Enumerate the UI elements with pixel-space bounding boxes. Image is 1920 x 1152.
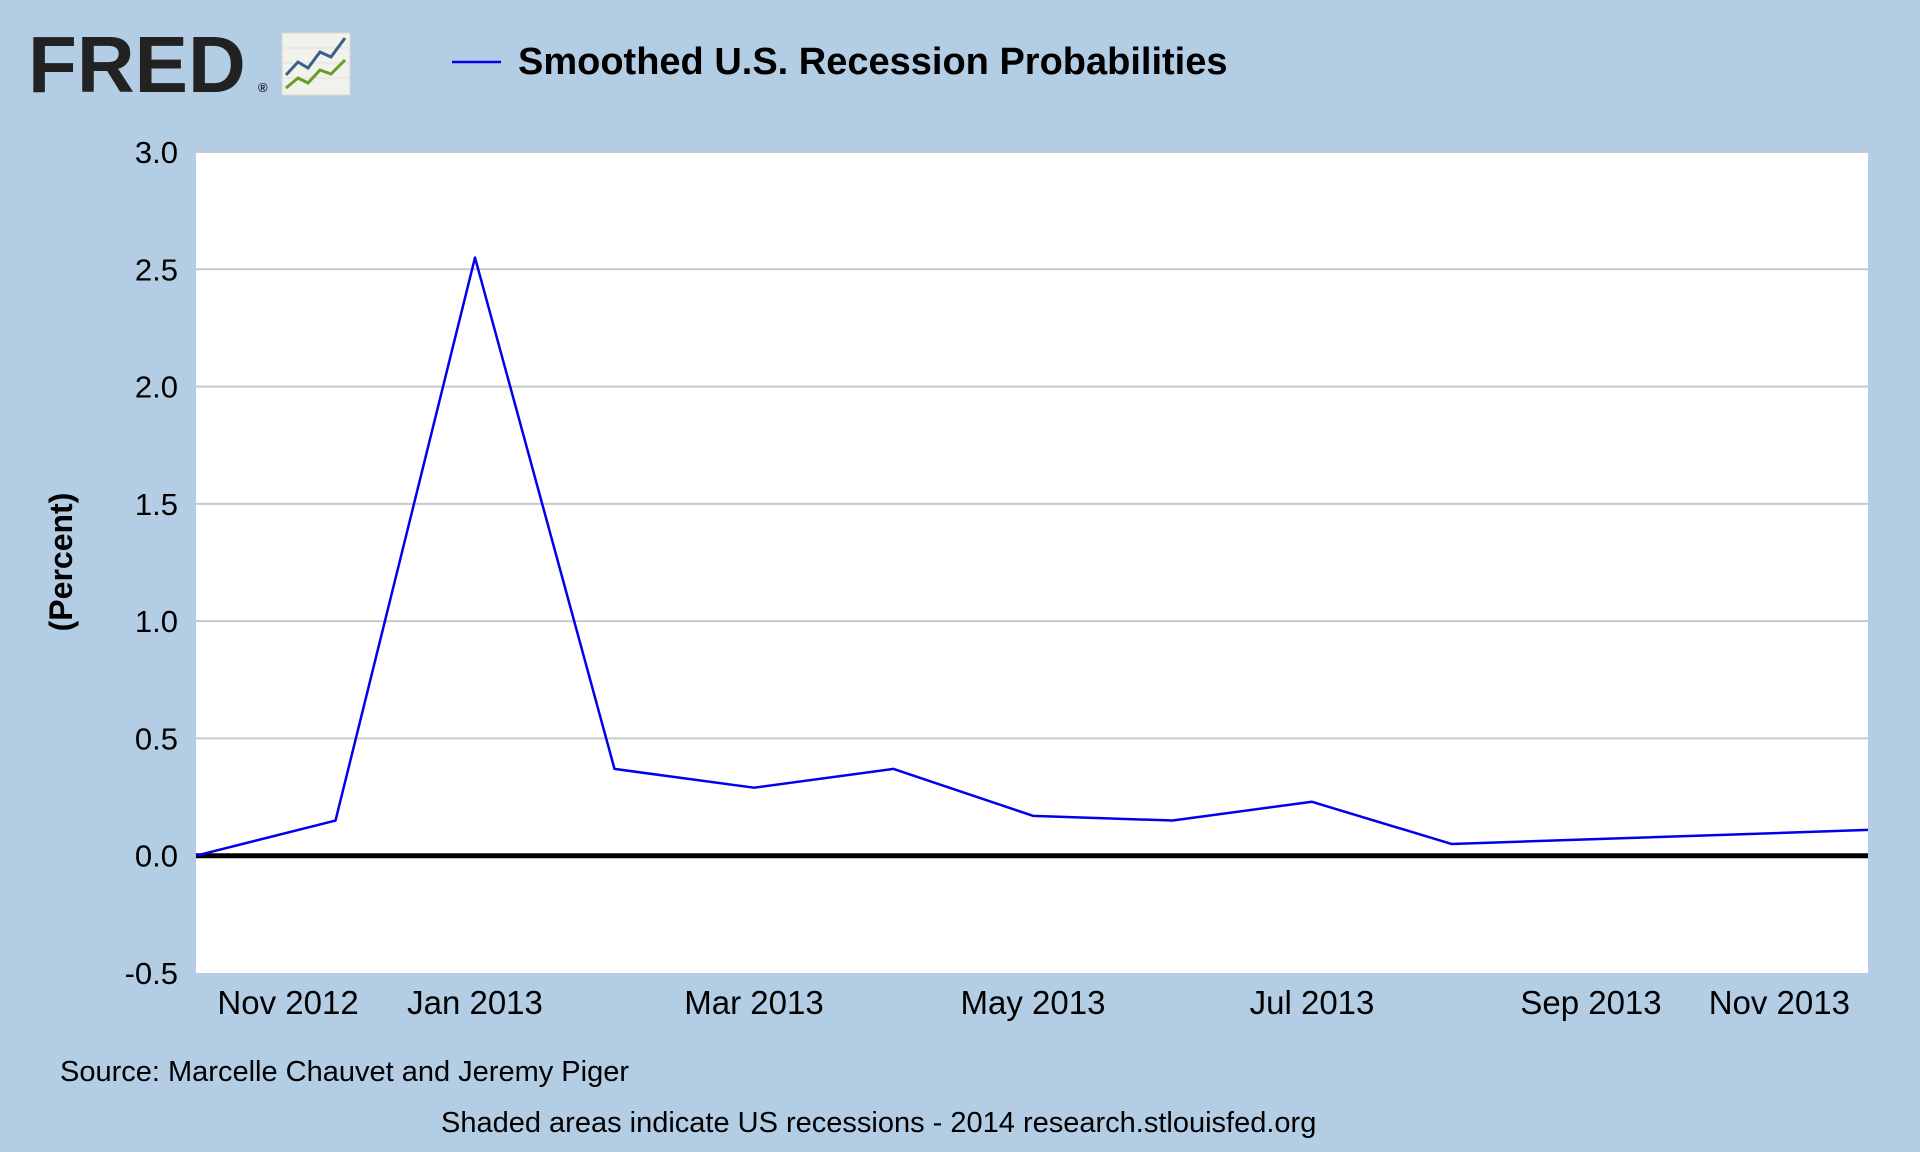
legend: Smoothed U.S. Recession Probabilities [452,41,1228,83]
x-axis-ticks: Nov 2012 Jan 2013 Mar 2013 May 2013 Jul 2013… [217,984,1850,1021]
y-tick-label: 2.0 [135,370,178,405]
x-tick-label: Sep 2013 [1520,984,1661,1021]
x-tick-label: May 2013 [961,984,1106,1021]
y-tick-label: 3.0 [135,135,178,170]
y-tick-label: 0.5 [135,721,178,756]
fred-chart-icon [281,32,351,96]
logo-registered: ® [258,80,268,95]
y-tick-label: -0.5 [125,956,178,991]
recession-note: Shaded areas indicate US recessions - 20… [441,1107,1316,1139]
chart-title: Smoothed U.S. Recession Probabilities [518,41,1228,83]
logo-text: FRED [28,20,246,109]
y-tick-label: 2.5 [135,252,178,287]
y-tick-label: 1.0 [135,604,178,639]
x-tick-label: Jan 2013 [407,984,543,1021]
gridlines [196,151,1868,740]
x-tick-label: Mar 2013 [684,984,823,1021]
y-tick-label: 0.0 [135,839,178,874]
plot-area [196,152,1868,973]
fred-logo[interactable]: FRED ® [28,20,351,109]
y-tick-label: 1.5 [135,487,178,522]
y-axis-ticks: 3.0 2.5 2.0 1.5 1.0 0.5 0.0 -0.5 [125,135,178,991]
series-line [195,256,1869,857]
x-tick-label: Jul 2013 [1250,984,1375,1021]
x-tick-label: Nov 2012 [217,984,358,1021]
source-note: Source: Marcelle Chauvet and Jeremy Pige… [60,1056,629,1088]
series-layer [195,256,1869,857]
x-tick-label: Nov 2013 [1709,984,1850,1021]
y-axis-title: (Percent) [43,493,79,632]
